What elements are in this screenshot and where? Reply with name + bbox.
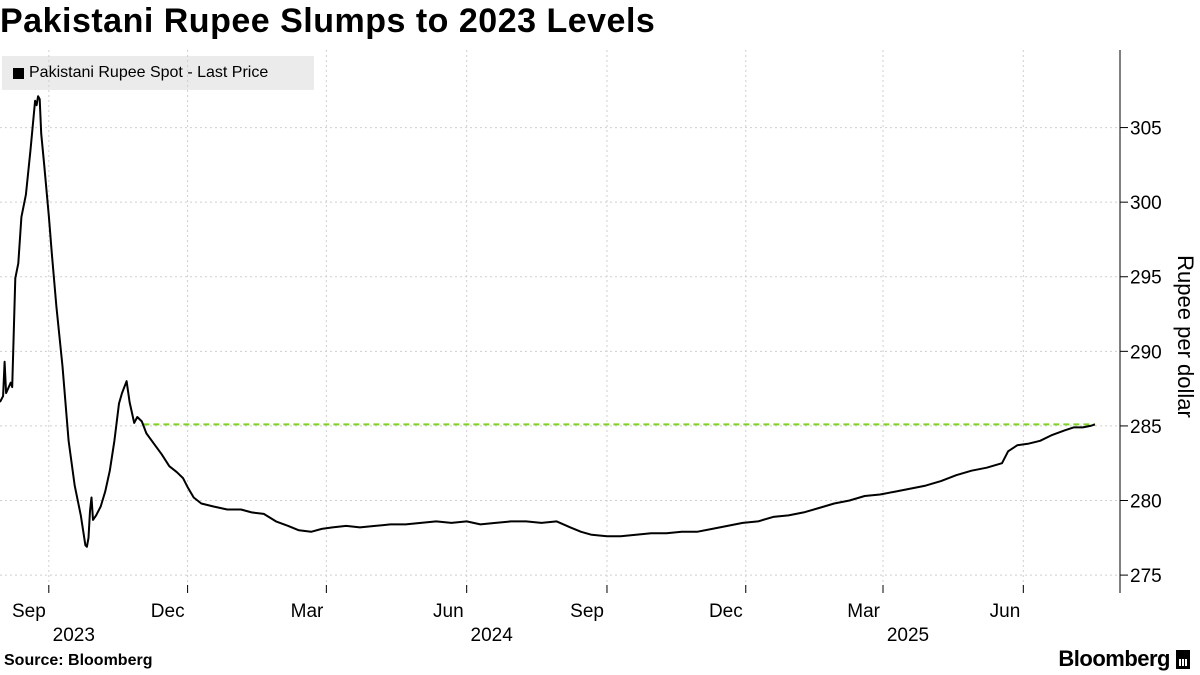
y-tick-label: 280 bbox=[1130, 492, 1162, 513]
x-tick-labels: Sep 2023 Dec Mar Jun 2024 Sep Dec Mar 2025 Jun bbox=[12, 585, 1024, 646]
chart-title: Pakistani Rupee Slumps to 2023 Levels bbox=[0, 2, 656, 40]
legend-swatch bbox=[13, 67, 24, 79]
bloomberg-mark-icon bbox=[1176, 649, 1190, 669]
y-tick-label: 300 bbox=[1130, 193, 1162, 214]
y-tick-label: 295 bbox=[1130, 268, 1162, 289]
x-year-label: 2023 bbox=[53, 625, 95, 646]
y-tick-labels: 275 280 285 290 295 300 305 bbox=[1120, 119, 1162, 587]
x-year-label: 2024 bbox=[471, 625, 514, 646]
y-tick-label: 305 bbox=[1130, 119, 1162, 140]
y-tick-label: 285 bbox=[1130, 417, 1162, 438]
chart-legend: Pakistani Rupee Spot - Last Price bbox=[2, 56, 314, 90]
x-tick-label: Dec bbox=[709, 601, 743, 622]
grid bbox=[0, 50, 1120, 593]
x-tick-label: Jun bbox=[433, 601, 464, 622]
series-line-rupee-spot bbox=[0, 95, 1096, 548]
legend-label: Pakistani Rupee Spot - Last Price bbox=[29, 64, 269, 81]
y-tick-label: 275 bbox=[1130, 566, 1162, 587]
x-tick-label: Sep bbox=[570, 601, 604, 622]
x-tick-label: Sep bbox=[12, 601, 46, 622]
brand-logo: Bloomberg bbox=[1058, 646, 1190, 672]
y-axis-label: Rupee per dollar bbox=[1173, 255, 1198, 418]
y-tick-label: 290 bbox=[1130, 342, 1162, 363]
source-note: Source: Bloomberg bbox=[4, 652, 153, 669]
x-tick-label: Dec bbox=[151, 601, 185, 622]
x-tick-label: Jun bbox=[990, 601, 1021, 622]
x-tick-label: Mar bbox=[291, 601, 324, 622]
brand-name: Bloomberg bbox=[1058, 646, 1170, 671]
x-tick-label: Mar bbox=[847, 601, 880, 622]
x-year-label: 2025 bbox=[887, 625, 929, 646]
